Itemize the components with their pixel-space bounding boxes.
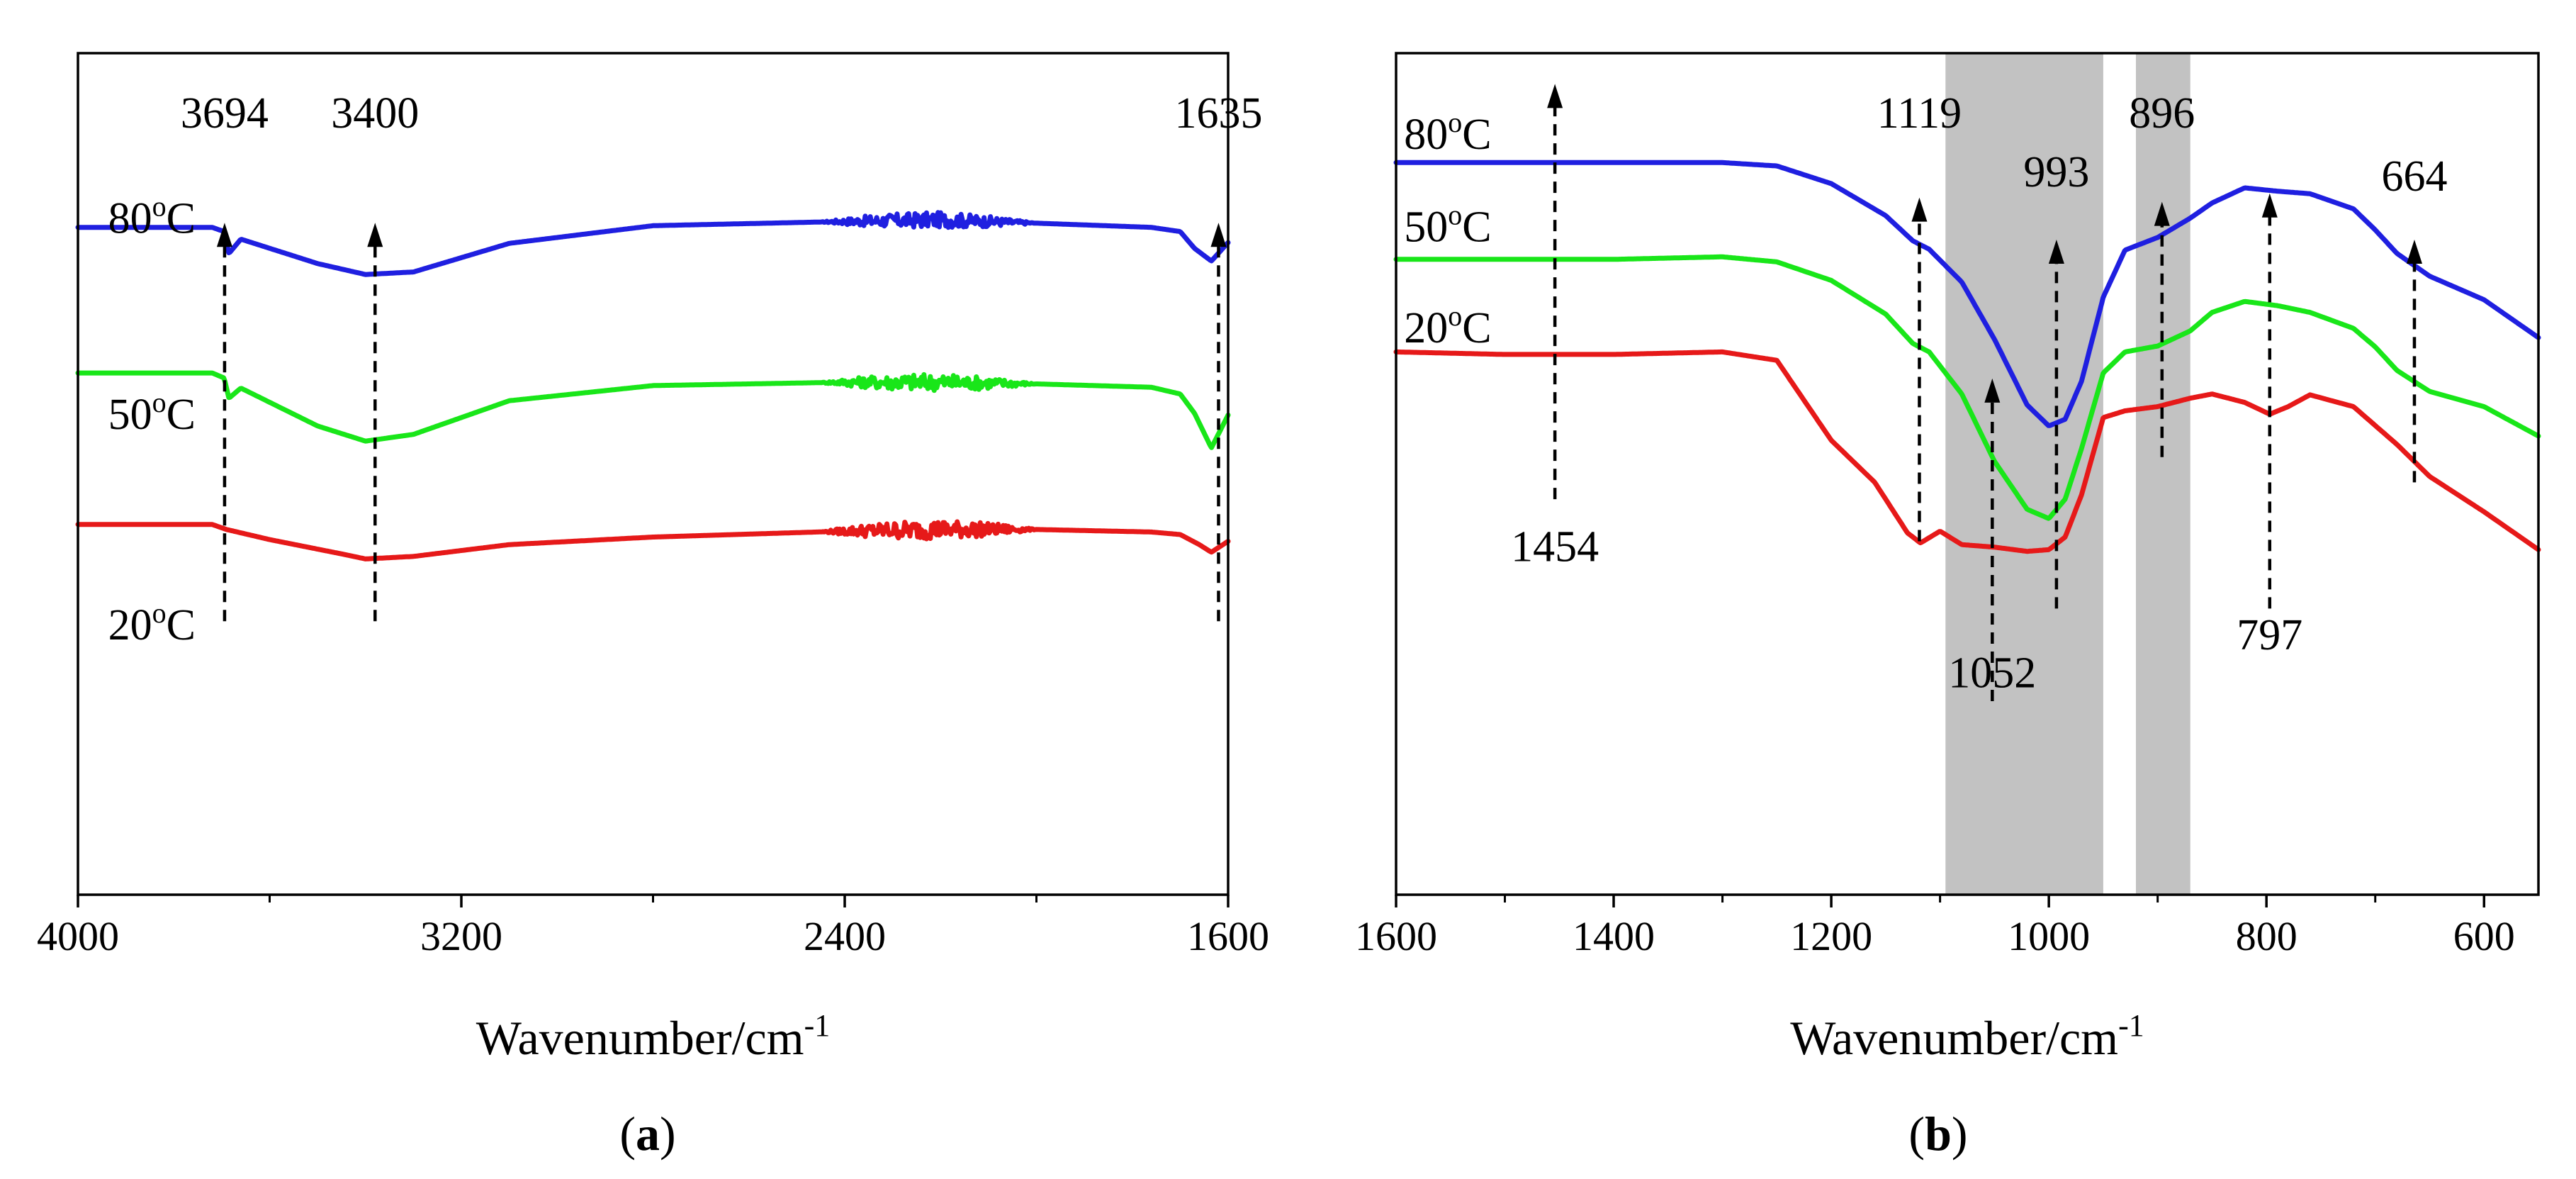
plot-frame <box>77 52 1230 896</box>
annotation-arrowhead-664 <box>2406 240 2422 264</box>
temperature-label-50c: 50oC <box>1404 199 1491 251</box>
x-tick-label: 4000 <box>37 913 119 959</box>
x-tick-label: 1200 <box>1790 913 1872 959</box>
annotation-arrowhead-993 <box>2048 240 2064 264</box>
x-tick-label: 1600 <box>1355 913 1437 959</box>
temperature-label-80c: 80oC <box>108 190 196 242</box>
series-line-80c <box>75 210 1231 277</box>
x-tick-label: 600 <box>2453 913 2515 959</box>
annotation-arrowhead-1635 <box>1210 223 1227 247</box>
x-axis-title: Wavenumber/cm-1 <box>476 1008 830 1065</box>
x-tick-label: 1600 <box>1187 913 1269 959</box>
panel-label-a: (a) <box>619 1107 675 1161</box>
annotation-label-3400: 3400 <box>331 89 419 138</box>
x-axis-title: Wavenumber/cm-1 <box>1790 1008 2144 1065</box>
annotation-arrowhead-3694 <box>216 223 232 247</box>
x-tick-label: 2400 <box>804 913 886 959</box>
series-line-80c <box>1393 160 2541 428</box>
temperature-label-20c: 20oC <box>1404 300 1491 352</box>
annotation-arrowhead-3400 <box>367 223 383 247</box>
annotation-label-993: 993 <box>2023 148 2089 196</box>
temperature-label-20c: 20oC <box>108 597 196 649</box>
panel-b: 1600 1400 1200 1000 800 600 Wavenumber/cm-1 145… <box>1355 52 2541 1065</box>
series-line-50c <box>75 370 1231 450</box>
shaded-region-2 <box>2135 53 2190 895</box>
annotation-label-664: 664 <box>2381 152 2447 201</box>
panel-a: 4000 3200 2400 1600 Wavenumber/cm-1 3694 3400 1… <box>37 52 1269 1065</box>
panel-label-b: (b) <box>1908 1107 1967 1161</box>
annotation-arrowhead-1119 <box>1911 197 1928 222</box>
series-line-20c <box>75 519 1231 561</box>
annotation-label-1454: 1454 <box>1511 523 1599 571</box>
annotation-arrowhead-1454 <box>1547 84 1563 108</box>
plot-frame <box>1395 52 2540 896</box>
annotation-arrowhead-797 <box>2261 193 2278 218</box>
annotation-arrowhead-1052 <box>1984 378 2001 403</box>
x-tick-label: 800 <box>2236 913 2297 959</box>
x-tick-label: 1000 <box>2008 913 2090 959</box>
series-line-20c <box>1393 349 2541 554</box>
annotation-label-797: 797 <box>2237 611 2302 659</box>
annotation-label-3694: 3694 <box>181 89 269 138</box>
annotation-label-1119: 1119 <box>1877 89 1962 138</box>
x-tick-label: 1400 <box>1573 913 1655 959</box>
annotation-label-1052: 1052 <box>1948 649 2036 697</box>
shaded-region-1 <box>1945 53 2103 895</box>
series-line-50c <box>1393 254 2541 521</box>
annotation-label-896: 896 <box>2129 89 2195 138</box>
x-tick-label: 3200 <box>420 913 502 959</box>
temperature-label-80c: 80oC <box>1404 106 1491 159</box>
annotation-label-1635: 1635 <box>1174 89 1262 138</box>
annotation-arrowhead-896 <box>2154 201 2170 226</box>
temperature-label-50c: 50oC <box>108 386 196 439</box>
